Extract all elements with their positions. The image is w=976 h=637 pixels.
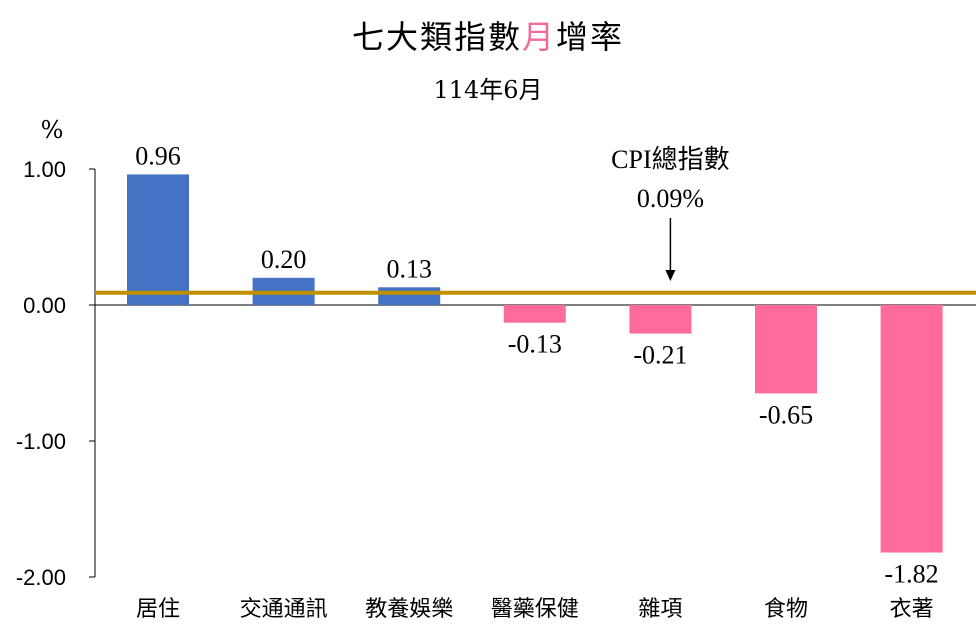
- cpi-label-name: CPI總指數: [611, 145, 729, 174]
- bar: [127, 174, 189, 305]
- x-tick-label: 雜項: [638, 597, 682, 622]
- bars-layer: [127, 174, 943, 553]
- data-label: -0.13: [508, 330, 562, 359]
- title-highlight: 月: [521, 18, 556, 56]
- data-label: 0.13: [386, 254, 432, 283]
- x-tick-label: 居住: [136, 597, 180, 622]
- cpi-arrow-head: [665, 270, 676, 281]
- y-axis-unit: %: [41, 116, 64, 144]
- data-label: -0.65: [759, 400, 813, 429]
- x-tick-label: 醫藥保健: [491, 597, 579, 622]
- x-tick-label: 衣著: [890, 597, 934, 622]
- y-tick-label: -2.00: [16, 565, 66, 590]
- x-tick-label: 食物: [764, 597, 808, 622]
- y-tick-label: 1.00: [23, 157, 66, 182]
- y-tick-label: 0.00: [23, 293, 66, 318]
- bar: [503, 305, 566, 323]
- bar: [629, 305, 692, 334]
- reference-layer: CPI總指數 0.09%: [95, 145, 976, 295]
- data-label: -0.21: [633, 341, 687, 370]
- data-label: 0.20: [261, 245, 307, 274]
- bar: [880, 305, 943, 553]
- bar: [755, 305, 817, 394]
- axes-layer: % 1.00 0.00 -1.00 -2.00: [16, 116, 976, 590]
- bar: [378, 287, 441, 305]
- x-tick-label: 教養娛樂: [365, 597, 453, 622]
- data-label: 0.96: [135, 141, 181, 170]
- title-part-2: 增率: [556, 18, 625, 56]
- cpi-label-value: 0.09%: [637, 184, 704, 213]
- chart-subtitle: 114年6月: [433, 76, 543, 104]
- y-tick-label: -1.00: [16, 429, 66, 454]
- labels-layer: 0.96 居住 0.20 交通通訊 0.13 教養娛樂 -0.13 醫藥保健 -0.21 雜項 -0…: [135, 141, 938, 622]
- title-part-1: 七大類指數: [351, 18, 522, 56]
- data-label: -1.82: [885, 560, 939, 589]
- x-tick-label: 交通通訊: [240, 597, 328, 622]
- chart-title: 七大類指數月增率: [0, 12, 976, 58]
